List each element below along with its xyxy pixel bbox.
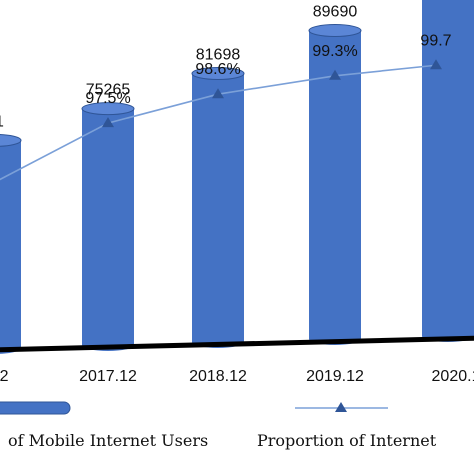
bar-value-label: 75265	[86, 82, 131, 99]
legend-bar-swatch	[0, 401, 71, 415]
line-value-label: 99.7	[420, 32, 451, 49]
bar-value-label: 81698	[196, 47, 241, 64]
legend-label-line: Proportion of Internet	[257, 431, 437, 450]
labels-layer: 317526581698896909857697.5%98.6%99.3%99.…	[0, 4, 452, 131]
line-layer	[0, 59, 442, 181]
bar	[422, 0, 474, 342]
legend-label-bars: of Mobile Internet Users	[8, 431, 208, 450]
bar	[81, 102, 135, 351]
line-value-label: 97.5%	[85, 90, 130, 107]
legend-triangle-marker	[335, 402, 347, 412]
line-marker	[329, 69, 341, 80]
ticks-layer: 6.12 2017.12 2018.12 2019.12 2020.1	[0, 368, 474, 385]
line-value-label: 99.3%	[312, 43, 357, 60]
bars-layer	[0, 0, 474, 354]
bar	[308, 24, 362, 345]
x-tick-label: 2020.1	[432, 368, 474, 385]
x-tick-label: 2017.12	[79, 368, 137, 385]
line-value-label: 98.6%	[195, 61, 240, 78]
bar	[0, 133, 22, 354]
legend: of Mobile Internet Users Proportion of I…	[0, 401, 437, 450]
line-marker	[102, 117, 114, 128]
bar-value-label: 31	[0, 113, 4, 130]
x-axis-line	[0, 335, 474, 353]
line-marker	[430, 59, 442, 70]
bar	[191, 67, 245, 348]
x-tick-label: 6.12	[0, 368, 9, 385]
x-tick-label: 2018.12	[189, 368, 247, 385]
x-tick-label: 2019.12	[306, 368, 364, 385]
bar-value-label: 89690	[313, 4, 358, 21]
line-marker	[212, 88, 224, 99]
